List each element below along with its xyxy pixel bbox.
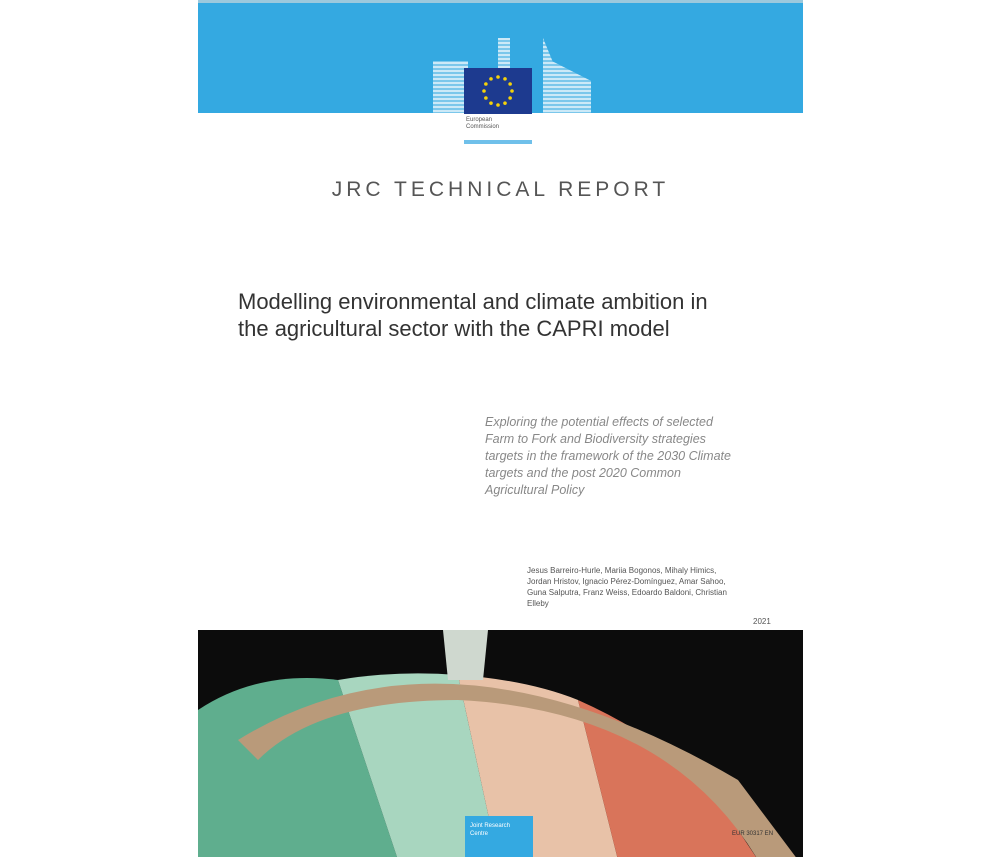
eu-star-icon: [496, 103, 500, 107]
cover-image: Joint Research Centre EUR 30317 EN: [198, 630, 803, 857]
report-title: Modelling environmental and climate ambi…: [238, 289, 708, 341]
eu-star-icon: [510, 89, 514, 93]
building-left: [433, 61, 468, 116]
eu-star-icon: [484, 96, 488, 100]
eu-star-icon: [482, 89, 486, 93]
report-cover: European Commission JRC TECHNICAL REPORT…: [198, 0, 803, 857]
ec-logo-text: European Commission: [466, 117, 500, 130]
jrc-logo: Joint Research Centre: [465, 816, 533, 857]
report-series: JRC TECHNICAL REPORT: [331, 178, 670, 201]
report-number: EUR 30317 EN: [732, 831, 774, 837]
eu-stars-icon: [482, 75, 514, 107]
authors: Jesus Barreiro-Hurle, Mariia Bogonos, Mi…: [527, 566, 727, 608]
eu-star-icon: [489, 77, 493, 81]
eu-star-icon: [489, 101, 493, 105]
eu-star-icon: [508, 96, 512, 100]
report-subtitle: Exploring the potential effects of selec…: [485, 415, 731, 497]
ec-logo-bar: [464, 140, 532, 144]
eu-star-icon: [503, 77, 507, 81]
eu-flag-logo: [464, 68, 532, 114]
eu-star-icon: [496, 75, 500, 79]
year: 2021: [753, 617, 771, 626]
building-right: [543, 38, 591, 116]
eu-star-icon: [503, 101, 507, 105]
eu-star-icon: [508, 82, 512, 86]
eu-star-icon: [484, 82, 488, 86]
